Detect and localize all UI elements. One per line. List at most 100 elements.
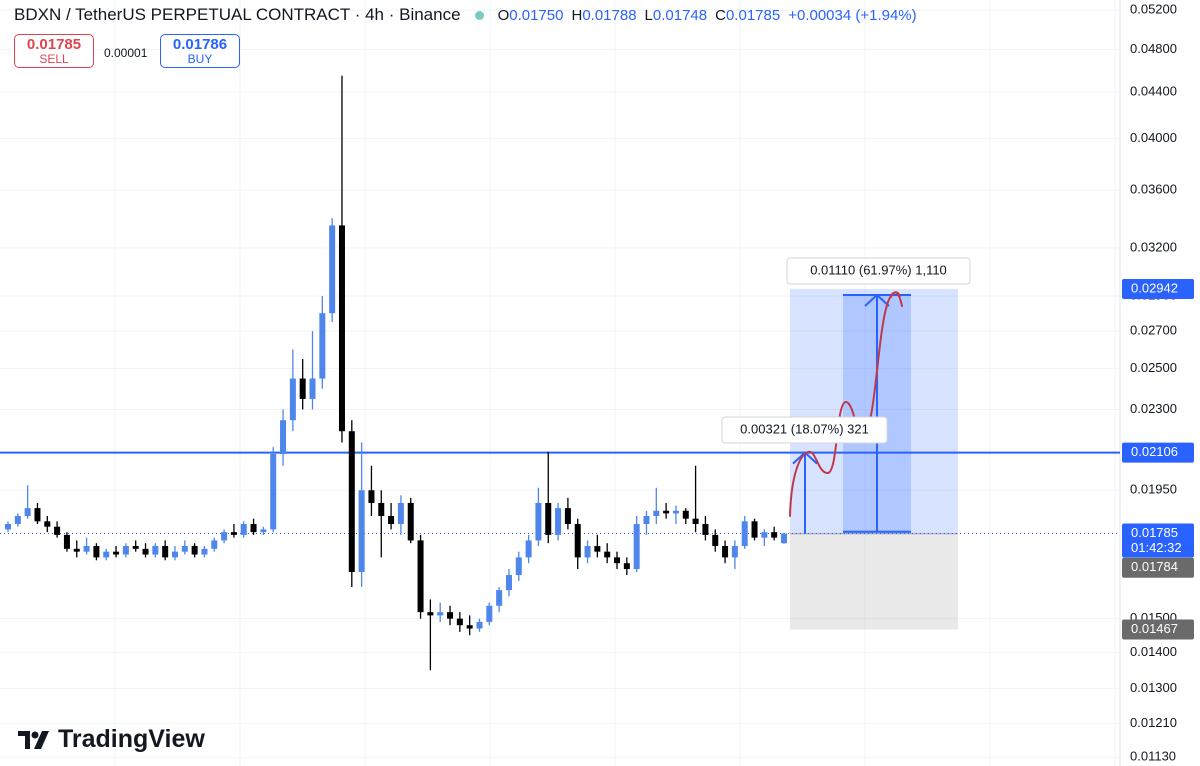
candle-body [63,534,70,549]
brand-name: TradingView [58,725,205,753]
candle-body [604,551,611,558]
candle-body [368,490,375,503]
field-key: C [715,6,726,24]
candle-body [682,510,689,519]
candle-body [358,490,365,573]
candle-body [437,612,444,616]
ohlc-field: L0.01748 [645,7,708,24]
field-key: H [571,6,583,24]
candle-body [221,532,228,541]
price-tag [1122,523,1194,558]
candle-body [181,546,188,552]
candle-body [132,546,139,549]
measure-label-box [786,257,971,285]
candle-body [447,612,454,619]
price-tag-countdown: 01:42:32 [1131,540,1182,555]
candle-body [594,546,601,552]
candle-body [378,502,385,517]
measure-label: 0.01110 (61.97%) 1,110 [810,262,947,277]
candle-body [397,502,404,525]
candle-body [73,548,80,552]
field-value: 0.01748 [652,6,708,24]
candle-body [771,532,778,538]
candle-body [142,548,149,555]
header: BDXN / TetherUS PERPETUAL CONTRACT · 4h … [14,5,917,25]
candle-body [741,521,748,547]
candle-body [260,529,267,533]
candle-body [761,532,768,538]
y-tick-label: 0.04000 [1130,130,1177,145]
candle-body [515,557,522,575]
target-zone [790,288,958,534]
candle-body [230,532,237,535]
brand-icon [18,730,49,749]
field-value: 0.01785 [725,6,781,24]
candle-body [54,526,61,535]
price-tag [1122,619,1194,640]
candle-body [496,590,503,606]
y-tick-label: 0.01130 [1130,749,1176,764]
candle-body [722,546,729,558]
buy-price: 0.01786 [172,36,228,53]
y-tick-label: 0.01210 [1130,715,1177,730]
candle-body [584,546,591,558]
price-tag [1122,557,1194,578]
candle-body [672,510,679,514]
price-tag-label: 0.01784 [1131,559,1178,574]
candle-body [270,453,277,530]
candle-body [456,618,463,626]
y-tick-label: 0.04800 [1130,41,1177,56]
buy-label: BUY [187,52,213,66]
candle-body [240,524,247,535]
candle-body [614,557,621,564]
candle-body [152,546,159,555]
candle-body [564,508,571,525]
candle-body [525,540,532,558]
candle-body [712,534,719,547]
stop-zone [790,533,958,630]
candle-body [211,540,218,549]
candle-body [162,546,169,558]
status-dot [474,10,484,20]
candle-body [319,313,326,379]
candle-body [34,508,41,522]
price-tag-label: 0.02106 [1131,444,1178,459]
measure-label-box [721,416,888,444]
candle-body [466,625,473,629]
candle-body [103,551,110,558]
brand-logo: TradingView [18,725,205,754]
sell-price: 0.01785 [26,36,82,53]
sell-button[interactable]: 0.01785 SELL [14,34,94,68]
candle-body [113,551,120,555]
buy-button[interactable]: 0.01786 BUY [160,34,240,68]
candle-body [338,225,345,432]
field-value: 0.01788 [582,6,637,24]
change: +0.00034 (+1.94%) [788,6,917,24]
candle-body [427,612,434,616]
y-tick-label: 0.01300 [1130,680,1177,695]
candle-body [653,510,660,517]
price-tag-label: 0.01467 [1131,621,1178,636]
field-value: 0.01750 [509,6,564,24]
candle-body [83,546,90,552]
price-tag-label: 0.02942 [1131,280,1178,295]
candle-body [643,516,650,525]
candle-body [574,524,581,558]
candle-body [171,551,178,558]
spread: 0.00001 [104,46,148,60]
candle-body [417,540,424,613]
candle-body [93,546,100,558]
candle-body [751,521,758,538]
candle-body [299,378,306,399]
candle-body [535,502,542,541]
ohlc-field: C0.01785 [715,7,780,24]
candle-body [329,225,336,314]
candle-body [623,563,630,570]
candle-body [191,546,198,555]
candle-body [250,524,257,533]
field-key: L [644,6,653,24]
candle-body [289,378,296,421]
candle-body [44,521,51,527]
